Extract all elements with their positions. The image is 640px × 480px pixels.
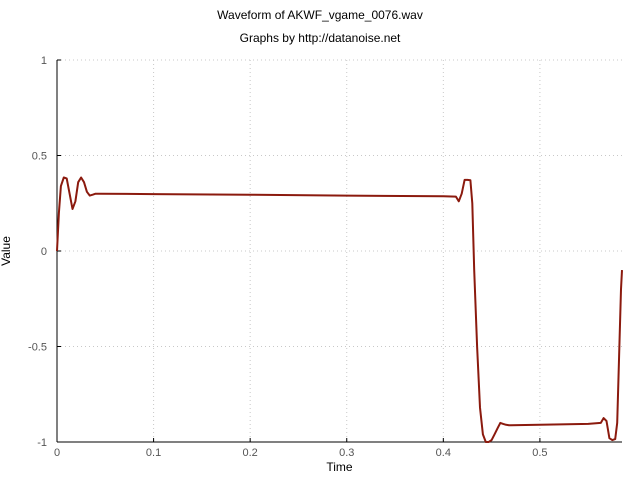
- x-tick-label: 0: [54, 447, 60, 459]
- y-tick-label: -1: [37, 437, 47, 449]
- x-tick-label: 0.1: [146, 447, 161, 459]
- x-tick-label: 0.4: [436, 447, 451, 459]
- y-tick-label: -0.5: [28, 342, 47, 354]
- x-tick-label: 0.2: [243, 447, 258, 459]
- y-tick-label: 0: [41, 246, 47, 258]
- x-tick-label: 0.5: [532, 447, 547, 459]
- x-axis-label: Time: [326, 460, 353, 474]
- y-tick-label: 1: [41, 55, 47, 67]
- chart-subtitle: Graphs by http://datanoise.net: [239, 31, 401, 45]
- chart-title: Waveform of AKWF_vgame_0076.wav: [217, 8, 423, 22]
- y-tick-label: 0.5: [32, 151, 47, 163]
- x-tick-label: 0.3: [339, 447, 354, 459]
- y-axis-label: Value: [0, 236, 13, 266]
- waveform-line: [56, 176, 623, 443]
